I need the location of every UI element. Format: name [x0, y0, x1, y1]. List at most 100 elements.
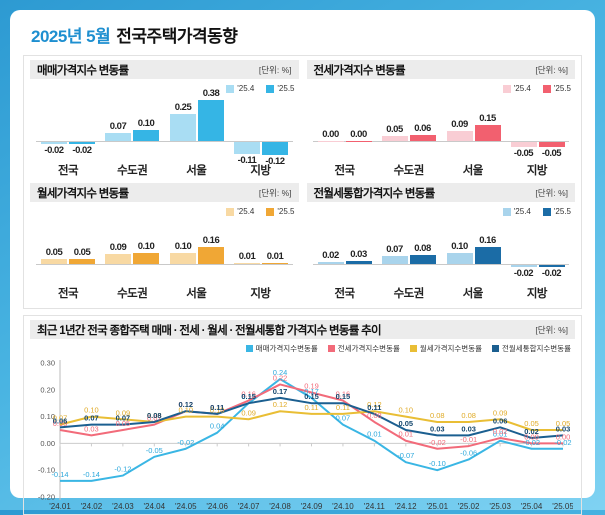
- legend-label: '25.5: [553, 207, 571, 216]
- report-card: 2025년 5월 전국주택가격동향 매매가격지수 변동률 [단위: %] '25.…: [10, 10, 595, 515]
- legend-swatch-icon: [502, 207, 511, 216]
- legend-item: '25.5: [266, 84, 295, 93]
- point-value-label: 0.11: [210, 403, 224, 412]
- panel-monthly-rent-index: 월세가격지수 변동률 [단위: %] '25.4'25.5 0.05 0.05 0.…: [30, 183, 299, 304]
- point-value-label: 0.00: [524, 432, 539, 441]
- legend-swatch-icon: [226, 84, 235, 93]
- category-label: 서울: [186, 165, 207, 177]
- legend-swatch-icon: [542, 207, 551, 216]
- point-value-label: -0.05: [146, 446, 163, 455]
- series-line: [59, 383, 563, 450]
- bar-value-label: 0.10: [137, 118, 155, 129]
- panel-title-bar: 매매가격지수 변동률 [단위: %]: [30, 60, 299, 79]
- point-value-label: 0.12: [273, 400, 288, 409]
- bar: [510, 265, 537, 267]
- point-value-label: 0.06: [53, 416, 68, 425]
- bar: [538, 265, 565, 267]
- x-tick-label: '24.06: [206, 502, 228, 511]
- x-tick-label: '25.03: [489, 502, 511, 511]
- panel-jeonse-price-index: 전세가격지수 변동률 [단위: %] '25.4'25.5 0.00 0.00 0.…: [306, 60, 575, 181]
- legend: '25.4 '25.5: [307, 82, 571, 95]
- legend-swatch-icon: [502, 84, 511, 93]
- point-value-label: 0.12: [178, 400, 193, 409]
- bar: [234, 142, 260, 154]
- category-labels: 전국 수도권 서울 지방: [36, 162, 293, 179]
- category-label: 전국: [57, 288, 79, 300]
- page-title-month: 2025년 5월: [31, 27, 111, 46]
- point-value-label: -0.12: [114, 465, 131, 474]
- bar-value-label: 0.00: [350, 129, 367, 140]
- legend-item: '25.5: [266, 207, 295, 216]
- category-labels: 전국 수도권 서울 지방: [313, 162, 570, 179]
- bar: [41, 142, 67, 144]
- bar-value-label: 0.10: [451, 241, 468, 252]
- bar-value-label: -0.11: [237, 155, 257, 166]
- bar-value-label: -0.02: [513, 268, 534, 279]
- point-value-label: 0.15: [336, 392, 351, 401]
- point-value-label: 0.15: [241, 392, 256, 401]
- legend-swatch-icon: [542, 84, 551, 93]
- legend-item: '25.4: [226, 84, 254, 93]
- point-value-label: 0.01: [399, 430, 414, 439]
- legend-label: 월세가격지수변동률: [419, 344, 482, 353]
- point-value-label: 0.08: [430, 411, 445, 420]
- bar-value-label: 0.38: [202, 88, 220, 99]
- bar-value-label: 0.15: [479, 113, 496, 124]
- y-tick-label: 0.30: [40, 359, 55, 368]
- legend-label: 전세가격지수변동률: [337, 344, 400, 353]
- category-label: 지방: [250, 165, 271, 177]
- point-value-label: 0.00: [556, 432, 571, 441]
- category-label: 지방: [250, 288, 271, 300]
- panel-trend-line-chart: 최근 1년간 전국 종합주택 매매 · 전세 · 월세 · 전월세통합 가격지수…: [23, 315, 582, 515]
- x-tick-label: '24.01: [49, 502, 71, 511]
- legend-item: '25.4: [226, 207, 254, 216]
- legend-label: '25.4: [513, 207, 531, 216]
- x-tick-label: '24.10: [332, 502, 354, 511]
- bar: [105, 133, 131, 141]
- bar: [170, 253, 196, 264]
- point-value-label: -0.01: [460, 435, 477, 444]
- y-tick-label: 0.10: [40, 412, 55, 421]
- category-label: 수도권: [393, 288, 425, 300]
- bar-plot: -0.02 -0.02 0.07 0.10 0.25 0.38 -0.11 -0.12: [36, 88, 293, 167]
- x-tick-label: '25.02: [458, 502, 480, 511]
- category-label: 서울: [462, 288, 484, 300]
- point-value-label: 0.16: [336, 390, 351, 399]
- bar-value-label: 0.09: [109, 242, 127, 253]
- point-value-label: 0.08: [147, 411, 162, 420]
- legend: 매매가격지수변동률 전세가격지수변동률 월세가격지수변동률 전월세통합지수변동률: [30, 342, 571, 355]
- point-value-label: -0.10: [429, 459, 446, 468]
- bar-value-label: 0.25: [174, 102, 192, 113]
- point-value-label: 0.11: [210, 403, 224, 412]
- bar: [345, 261, 372, 264]
- point-value-label: 0.07: [53, 414, 68, 423]
- series-line: [59, 396, 564, 440]
- legend-swatch-icon: [266, 207, 275, 216]
- bar-value-label: 0.01: [266, 251, 284, 262]
- point-value-label: 0.10: [210, 406, 225, 415]
- legend: '25.4 '25.5: [30, 82, 295, 95]
- bar-chart-grid: 매매가격지수 변동률 [단위: %] '25.4'25.5 -0.02 -0.02…: [23, 55, 582, 309]
- point-value-label: 0.03: [556, 424, 571, 433]
- bar-plot: 0.00 0.00 0.05 0.06 0.09 0.15 -0.05 -0.05: [312, 95, 569, 161]
- point-value-label: -0.07: [397, 451, 414, 460]
- bar: [317, 262, 344, 264]
- point-value-label: 0.10: [178, 406, 193, 415]
- point-value-label: -0.02: [177, 438, 194, 447]
- point-value-label: 0.10: [399, 406, 414, 415]
- legend-item: 월세가격지수변동률: [409, 343, 482, 354]
- bar-value-label: 0.07: [386, 244, 403, 255]
- x-tick-label: '24.09: [301, 502, 323, 511]
- bar-plot: 0.02 0.03 0.07 0.08 0.10 0.16 -0.02 -0.02: [312, 218, 569, 284]
- x-tick-label: '24.12: [395, 502, 417, 511]
- point-value-label: -0.06: [460, 448, 477, 457]
- category-label: 서울: [186, 288, 207, 300]
- y-tick-label: 0.00: [40, 439, 55, 448]
- legend-label: '25.5: [277, 84, 295, 93]
- bar-plot: 0.05 0.05 0.09 0.10 0.10 0.16 0.01 0.01: [36, 218, 293, 284]
- panel-combined-rent-index: 전월세통합가격지수 변동률 [단위: %] '25.4'25.5 0.02 0.0…: [306, 183, 575, 304]
- bar: [262, 263, 288, 264]
- bar: [105, 254, 131, 264]
- legend-swatch-icon: [266, 84, 275, 93]
- bar: [345, 141, 372, 142]
